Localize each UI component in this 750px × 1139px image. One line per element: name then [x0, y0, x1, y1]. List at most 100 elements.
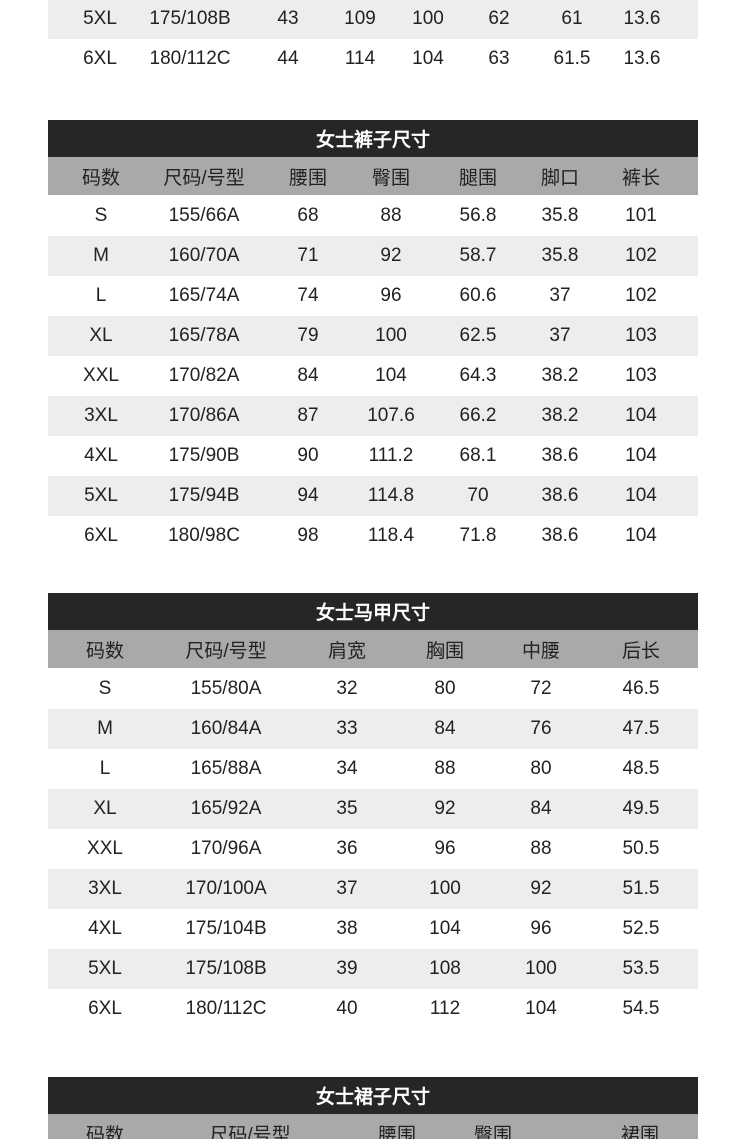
table-cell: 13.6 [623, 8, 661, 29]
table-cell: 38.2 [541, 365, 579, 386]
table-cell: 51.5 [622, 878, 660, 899]
table-row: 6XL 180/112C 40 112 104 54.5 [48, 989, 698, 1029]
table-cell: 160/70A [168, 245, 240, 266]
table-cell: 35 [336, 798, 358, 819]
table-cell: M [93, 245, 109, 266]
table-row: 6XL 180/98C 98 118.4 71.8 38.6 104 [48, 516, 698, 556]
table-cell: 180/112C [185, 998, 267, 1019]
table-cell: 92 [530, 878, 552, 899]
column-header: 裙围 [620, 1124, 659, 1139]
table-cell: 61.5 [553, 48, 591, 69]
table-cell: 80 [530, 758, 552, 779]
table-cell: 104 [525, 998, 557, 1019]
table-cell: XL [93, 798, 117, 819]
table-row: L 165/74A 74 96 60.6 37 102 [48, 276, 698, 316]
table-cell: 39 [336, 958, 358, 979]
table-cell: 87 [297, 405, 319, 426]
table-cell: XL [89, 325, 113, 346]
table-cell: 34 [336, 758, 358, 779]
table-cell: 104 [625, 525, 657, 546]
table-cell: 180/98C [168, 525, 240, 546]
table-cell: 66.2 [459, 405, 497, 426]
column-header: 臀围 [371, 167, 410, 189]
table-cell: 111.2 [368, 445, 414, 466]
table-row: M 160/84A 33 84 76 47.5 [48, 709, 698, 749]
table-cell: 38.6 [541, 445, 579, 466]
table-cell: 84 [434, 718, 456, 739]
table-cell: 102 [625, 285, 657, 306]
vest-size-table: 女士马甲尺寸 码数 尺码/号型 肩宽 胸围 中腰 后长 S 155/80A 32 80 72 46.5… [48, 593, 698, 1029]
table-cell: 100 [375, 325, 407, 346]
table-cell: 35.8 [541, 205, 579, 226]
table-cell: 170/100A [185, 878, 267, 899]
table-cell: 175/94B [168, 485, 240, 506]
column-header: 腰围 [288, 167, 327, 189]
table-cell: 3XL [88, 878, 122, 899]
table-cell: 72 [530, 678, 552, 699]
pants-table-title: 女士裤子尺寸 [48, 120, 698, 157]
table-cell: 62 [488, 8, 510, 29]
table-row: 6XL 180/112C 44 114 104 63 61.5 13.6 [48, 39, 698, 79]
table-cell: 54.5 [622, 998, 660, 1019]
table-cell: 56.8 [459, 205, 497, 226]
table-cell: 96 [380, 285, 402, 306]
table-header-row: 码数 尺码/号型 腰围 臀围 腿围 脚口 裤长 [48, 157, 698, 195]
table-cell: XXL [83, 365, 119, 386]
table-cell: 101 [625, 205, 657, 226]
table-cell: 155/80A [190, 678, 262, 699]
table-cell: 38 [336, 918, 358, 939]
table-cell: 5XL [88, 958, 122, 979]
table-cell: S [98, 678, 112, 699]
table-cell: 48.5 [622, 758, 660, 779]
table-cell: 60.6 [459, 285, 497, 306]
table-cell: 96 [434, 838, 456, 859]
table-row: 5XL 175/108B 39 108 100 53.5 [48, 949, 698, 989]
table-cell: 96 [530, 918, 552, 939]
table-cell: 13.6 [623, 48, 661, 69]
table-cell: 102 [625, 245, 657, 266]
table-cell: 112 [429, 998, 461, 1019]
table-cell: 38.2 [541, 405, 579, 426]
table-cell: 104 [625, 405, 657, 426]
table-cell: 71 [297, 245, 319, 266]
table-row: 3XL 170/86A 87 107.6 66.2 38.2 104 [48, 396, 698, 436]
table-cell: 175/108B [185, 958, 267, 979]
table-cell: L [99, 758, 111, 779]
table-cell: 103 [625, 365, 657, 386]
table-row: 4XL 175/90B 90 111.2 68.1 38.6 104 [48, 436, 698, 476]
table-cell: 52.5 [622, 918, 660, 939]
table-cell: 37 [549, 325, 571, 346]
table-cell: XXL [87, 838, 123, 859]
table-cell: 68 [297, 205, 319, 226]
column-header: 腿围 [458, 167, 497, 189]
column-header: 码数 [81, 167, 120, 189]
table-header-row: 码数 尺码/号型 肩宽 胸围 中腰 后长 [48, 630, 698, 668]
table-cell: 104 [429, 918, 461, 939]
table-cell: 6XL [88, 998, 122, 1019]
table-cell: 104 [625, 445, 657, 466]
column-header: 脚口 [540, 167, 579, 189]
table-cell: S [94, 205, 108, 226]
table-cell: 104 [412, 48, 444, 69]
table-cell: 170/82A [168, 365, 240, 386]
column-header: 码数 [85, 640, 124, 662]
column-header: 肩宽 [327, 640, 366, 662]
table-cell: 175/104B [185, 918, 267, 939]
table-header-row: 码数 尺码/号型 腰围 臀围 裙围 [48, 1114, 698, 1139]
table-cell: 92 [434, 798, 456, 819]
table-cell: 5XL [83, 8, 117, 29]
table-cell: 155/66A [168, 205, 240, 226]
table-cell: 100 [525, 958, 557, 979]
table-cell: 68.1 [459, 445, 497, 466]
table-cell: 100 [429, 878, 461, 899]
table-cell: 79 [297, 325, 319, 346]
table-cell: 47.5 [622, 718, 660, 739]
table-cell: 104 [375, 365, 407, 386]
table-cell: 58.7 [459, 245, 497, 266]
table-cell: 3XL [84, 405, 118, 426]
table-cell: 114 [344, 48, 376, 69]
table-cell: 107.6 [367, 405, 415, 426]
column-header: 胸围 [425, 640, 464, 662]
table-cell: 33 [336, 718, 358, 739]
